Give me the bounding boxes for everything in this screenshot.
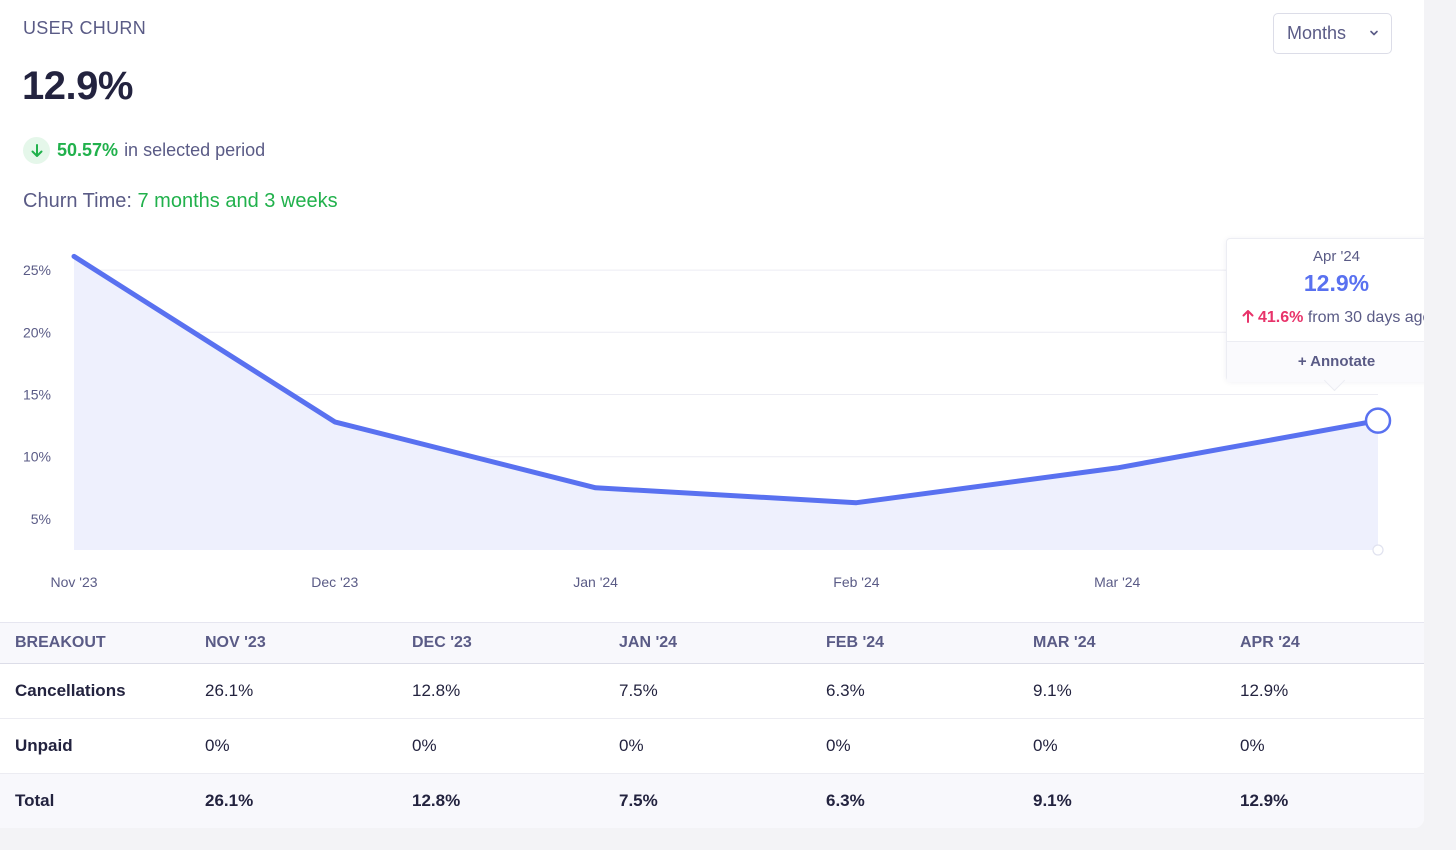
annotate-button[interactable]: + Annotate: [1227, 341, 1424, 382]
highlighted-data-point[interactable]: [1364, 407, 1392, 434]
data-point[interactable]: [1114, 465, 1120, 471]
chart-tooltip: Apr '24 12.9% 41.6% from 30 days ago + A…: [1226, 238, 1424, 392]
column-header: BREAKOUT: [0, 622, 205, 664]
table-cell: 0%: [1240, 718, 1424, 774]
change-description: in selected period: [124, 140, 266, 160]
table-cell: 26.1%: [205, 663, 412, 719]
table-cell: 26.1%: [205, 773, 412, 828]
churn-time: Churn Time: 7 months and 3 weeks: [23, 190, 338, 213]
table-cell: 9.1%: [1033, 663, 1240, 719]
table-cell: 7.5%: [619, 663, 826, 719]
table-cell: 0%: [619, 718, 826, 774]
y-tick-label: 10%: [23, 449, 51, 465]
row-label: Unpaid: [0, 718, 205, 774]
row-label: Cancellations: [0, 663, 205, 719]
churn-time-label: Churn Time:: [23, 190, 132, 212]
churn-time-value: 7 months and 3 weeks: [137, 190, 338, 212]
table-cell: 0%: [205, 718, 412, 774]
x-tick-label: Nov '23: [50, 574, 97, 590]
data-point[interactable]: [332, 419, 338, 425]
chevron-down-icon: [1370, 30, 1378, 36]
chart-area: [74, 256, 1378, 550]
tooltip-change-percent: 41.6%: [1258, 309, 1304, 326]
breakout-table: BREAKOUT NOV '23 DEC '23 JAN '24 FEB '24…: [0, 622, 1424, 828]
table-row: Cancellations 26.1% 12.8% 7.5% 6.3% 9.1%…: [0, 663, 1424, 719]
table-row: Unpaid 0% 0% 0% 0% 0% 0%: [0, 718, 1424, 774]
data-point[interactable]: [593, 485, 599, 491]
column-header: NOV '23: [205, 622, 412, 664]
x-tick-label: Mar '24: [1094, 574, 1140, 590]
column-header: FEB '24: [826, 622, 1033, 664]
period-dropdown[interactable]: Months: [1273, 13, 1392, 54]
baseline-marker: [1372, 544, 1384, 556]
column-header: DEC '23: [412, 622, 619, 664]
x-tick-label: Feb '24: [833, 574, 879, 590]
table-cell: 12.9%: [1240, 773, 1424, 828]
column-header: MAR '24: [1033, 622, 1240, 664]
table-cell: 9.1%: [1033, 773, 1240, 828]
y-tick-label: 5%: [31, 511, 51, 527]
period-change: 50.57% in selected period: [23, 137, 265, 164]
change-percent: 50.57%: [57, 140, 119, 160]
chart-line: [71, 253, 1381, 506]
table-cell: 0%: [826, 718, 1033, 774]
table-cell: 6.3%: [826, 663, 1033, 719]
table-cell: 12.8%: [412, 773, 619, 828]
data-point[interactable]: [853, 500, 859, 506]
churn-card: USER CHURN 12.9% 50.57% in selected peri…: [0, 0, 1424, 828]
table-cell: 12.8%: [412, 663, 619, 719]
column-header: APR '24: [1240, 622, 1424, 664]
tooltip-change-text: from 30 days ago: [1307, 309, 1424, 326]
table-cell: 6.3%: [826, 773, 1033, 828]
data-point[interactable]: [71, 253, 77, 259]
churn-value: 12.9%: [22, 64, 133, 108]
tooltip-change: 41.6% from 30 days ago: [1227, 309, 1424, 327]
column-header: JAN '24: [619, 622, 826, 664]
y-tick-label: 25%: [23, 262, 51, 278]
table-cell: 12.9%: [1240, 663, 1424, 719]
y-tick-label: 15%: [23, 387, 51, 403]
x-tick-label: Dec '23: [311, 574, 358, 590]
tooltip-value: 12.9%: [1303, 270, 1370, 296]
y-tick-label: 20%: [23, 324, 51, 340]
x-tick-label: Jan '24: [573, 574, 618, 590]
table-header-row: BREAKOUT NOV '23 DEC '23 JAN '24 FEB '24…: [0, 622, 1424, 664]
table-cell: 0%: [1033, 718, 1240, 774]
row-label: Total: [0, 773, 205, 828]
arrow-up-icon: [1242, 310, 1254, 323]
table-cell: 7.5%: [619, 773, 826, 828]
table-total-row: Total 26.1% 12.8% 7.5% 6.3% 9.1% 12.9%: [0, 773, 1424, 828]
card-title: USER CHURN: [23, 18, 147, 38]
tooltip-date: Apr '24: [1312, 248, 1361, 265]
table-cell: 0%: [412, 718, 619, 774]
period-dropdown-value: Months: [1287, 23, 1347, 43]
churn-chart: 5% 10% 15% 20% 25% Nov '23 Dec '23 Jan '24 Feb …: [23, 253, 1392, 590]
arrow-down-icon: [23, 137, 50, 164]
